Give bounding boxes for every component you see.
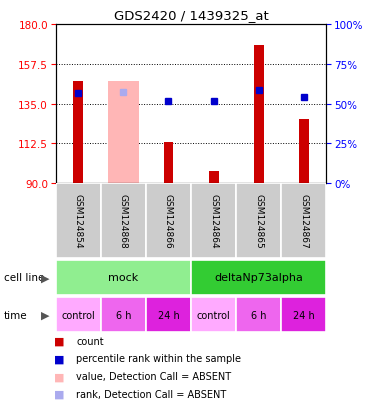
Bar bbox=[191, 184, 236, 258]
Text: mock: mock bbox=[108, 273, 138, 283]
Text: ■: ■ bbox=[54, 354, 65, 363]
Text: ■: ■ bbox=[54, 371, 65, 381]
Bar bbox=[101, 297, 146, 332]
Text: cell line: cell line bbox=[4, 273, 44, 283]
Text: GSM124864: GSM124864 bbox=[209, 194, 218, 248]
Bar bbox=[209, 171, 219, 184]
Bar bbox=[108, 81, 139, 184]
Text: 6 h: 6 h bbox=[116, 310, 131, 320]
Bar bbox=[56, 184, 101, 258]
Bar bbox=[236, 184, 281, 258]
Text: percentile rank within the sample: percentile rank within the sample bbox=[76, 354, 241, 363]
Text: GSM124868: GSM124868 bbox=[119, 194, 128, 248]
Text: rank, Detection Call = ABSENT: rank, Detection Call = ABSENT bbox=[76, 389, 226, 399]
Bar bbox=[281, 184, 326, 258]
Bar bbox=[254, 46, 264, 184]
Text: deltaNp73alpha: deltaNp73alpha bbox=[214, 273, 303, 283]
Bar bbox=[73, 81, 83, 184]
Bar bbox=[191, 297, 236, 332]
Bar bbox=[56, 297, 101, 332]
Text: GSM124865: GSM124865 bbox=[254, 194, 263, 248]
Text: count: count bbox=[76, 336, 104, 346]
Bar bbox=[146, 184, 191, 258]
Text: GSM124866: GSM124866 bbox=[164, 194, 173, 248]
Text: ■: ■ bbox=[54, 336, 65, 346]
Text: ■: ■ bbox=[54, 389, 65, 399]
Text: 24 h: 24 h bbox=[293, 310, 315, 320]
Bar bbox=[281, 297, 326, 332]
Title: GDS2420 / 1439325_at: GDS2420 / 1439325_at bbox=[114, 9, 269, 22]
Text: ▶: ▶ bbox=[41, 310, 49, 320]
Bar bbox=[56, 260, 191, 295]
Text: ▶: ▶ bbox=[41, 273, 49, 283]
Text: control: control bbox=[61, 310, 95, 320]
Bar bbox=[191, 260, 326, 295]
Text: control: control bbox=[197, 310, 230, 320]
Text: 24 h: 24 h bbox=[158, 310, 179, 320]
Bar bbox=[164, 142, 174, 184]
Bar bbox=[146, 297, 191, 332]
Text: 6 h: 6 h bbox=[251, 310, 266, 320]
Bar bbox=[299, 120, 309, 184]
Text: GSM124867: GSM124867 bbox=[299, 194, 308, 248]
Text: GSM124854: GSM124854 bbox=[74, 194, 83, 248]
Text: time: time bbox=[4, 310, 27, 320]
Bar bbox=[236, 297, 281, 332]
Bar bbox=[101, 184, 146, 258]
Text: value, Detection Call = ABSENT: value, Detection Call = ABSENT bbox=[76, 371, 231, 381]
